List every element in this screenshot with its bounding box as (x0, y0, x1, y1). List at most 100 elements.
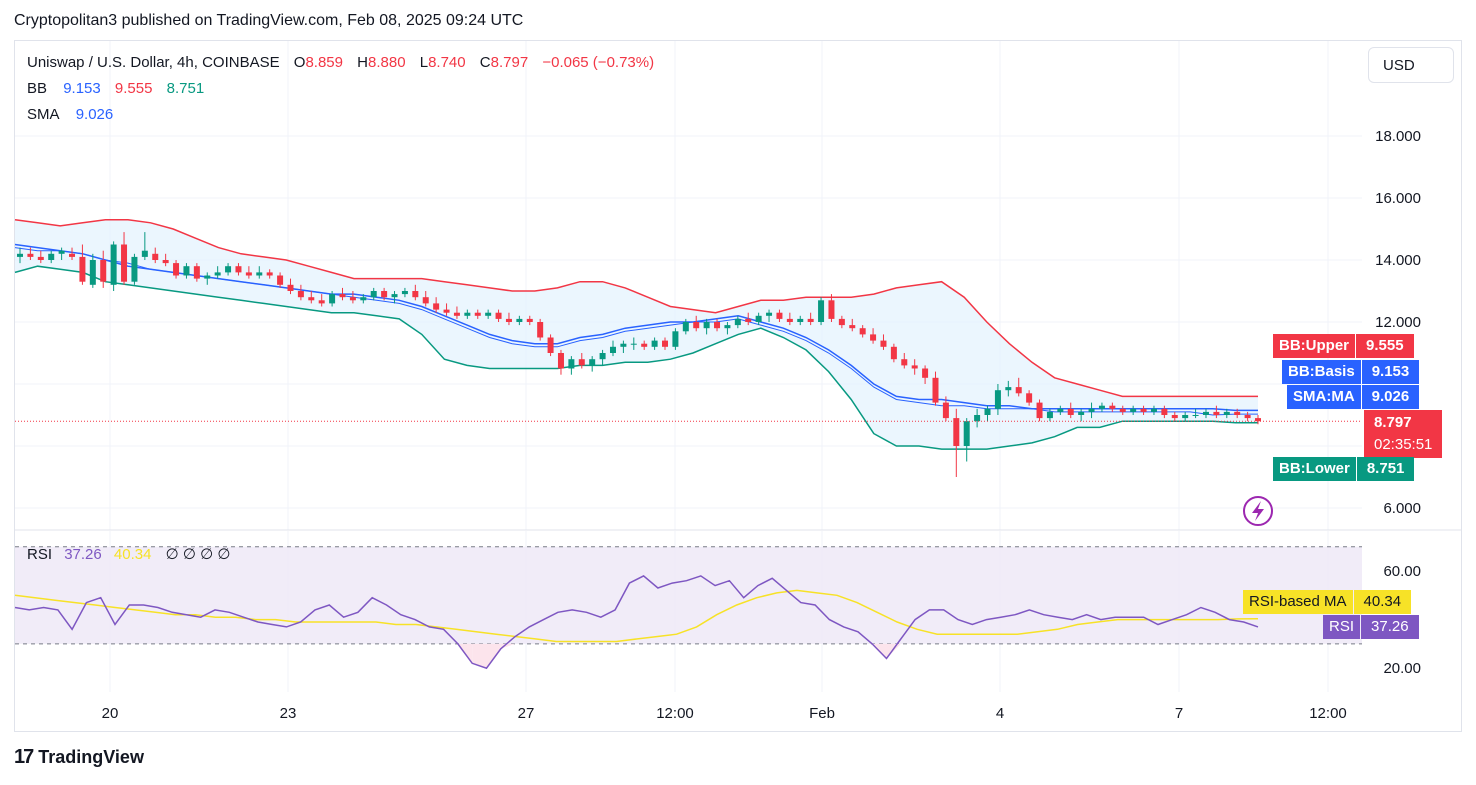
candle-body (505, 318, 512, 322)
tradingview-footer[interactable]: 17 TradingView (14, 746, 144, 769)
candle-body (578, 359, 585, 366)
candle-body (714, 322, 721, 329)
sma-legend[interactable]: SMA 9.026 (27, 106, 117, 123)
candle (266, 269, 273, 279)
sma-value: 9.026 (75, 106, 114, 123)
price-tick-label: 18.000 (1375, 128, 1421, 145)
bb-basis-tag: BB:Basis 9.153 (1282, 360, 1420, 384)
rsi-tag-value: 37.26 (1361, 615, 1419, 639)
candle-body (1088, 408, 1095, 412)
candle (173, 260, 180, 279)
candle (277, 272, 284, 288)
candle-body (277, 275, 284, 285)
time-tick-label: Feb (809, 705, 835, 722)
candle (714, 318, 721, 332)
candle-body (48, 253, 55, 260)
candle-body (776, 312, 783, 319)
candle (1223, 408, 1230, 419)
bb-legend[interactable]: BB 9.153 9.555 8.751 (27, 80, 208, 97)
candle (1182, 411, 1189, 422)
candle (297, 284, 304, 301)
candle (141, 232, 148, 260)
candle-body (1192, 415, 1199, 416)
candle (911, 359, 918, 375)
time-tick-label: 12:00 (1309, 705, 1347, 722)
rsi-band-fill (15, 546, 1362, 644)
candle-body (1109, 405, 1116, 409)
candle-body (110, 244, 117, 285)
price-tick-label: 14.000 (1375, 252, 1421, 269)
rsi-ma-tag: RSI-based MA 40.34 (1243, 590, 1412, 614)
candle (578, 353, 585, 369)
rsi-axis: 60.00 20.00 (1383, 563, 1421, 677)
candle-body (69, 253, 76, 257)
symbol-title[interactable]: Uniswap / U.S. Dollar, 4h, COINBASE (27, 54, 280, 71)
candle-body (994, 390, 1001, 409)
candle-body (1182, 415, 1189, 419)
candle-body (901, 359, 908, 366)
candle (204, 272, 211, 285)
time-tick-label: 7 (1175, 705, 1183, 722)
candle-body (100, 260, 107, 282)
price-tick-label: 12.000 (1375, 314, 1421, 331)
candle (17, 247, 23, 264)
currency-button[interactable]: USD (1368, 47, 1454, 83)
candle-body (599, 353, 606, 360)
candle (308, 291, 315, 304)
bb-upper-line (14, 218, 1258, 398)
candle (557, 349, 564, 375)
ohlc-legend: Uniswap / U.S. Dollar, 4h, COINBASE O8.8… (27, 54, 658, 71)
candle (703, 318, 710, 335)
rsi-ma-tag-label: RSI-based MA (1243, 590, 1353, 614)
low-value: 8.740 (428, 54, 466, 71)
bb-basis-value: 9.153 (63, 80, 101, 97)
candle-body (89, 260, 96, 285)
candle-body (1078, 411, 1085, 415)
candle-body (245, 272, 252, 276)
rsi-ma-value: 40.34 (113, 546, 152, 563)
candle (287, 278, 294, 295)
candle (245, 266, 252, 279)
candle (152, 247, 159, 264)
candle-body (79, 256, 86, 282)
candle-body (849, 325, 856, 329)
candle (734, 315, 741, 329)
bb-band-fill (15, 219, 1258, 450)
candle (225, 263, 232, 276)
time-tick-label: 4 (996, 705, 1004, 722)
candle (672, 328, 679, 350)
candle (890, 343, 897, 363)
rsi-legend[interactable]: RSI 37.26 40.34 ∅ ∅ ∅ ∅ (27, 545, 234, 563)
candle (89, 253, 96, 288)
flash-icon[interactable] (1243, 496, 1273, 526)
candle-body (693, 322, 700, 329)
candle (183, 263, 190, 279)
candle (1088, 402, 1095, 419)
candle-body (1223, 411, 1230, 415)
candle-body (474, 312, 481, 316)
price-tick-label: 6.000 (1383, 500, 1421, 517)
candle (193, 263, 200, 282)
candle-body (204, 275, 211, 279)
candle (256, 266, 263, 279)
candle (131, 253, 138, 285)
candle-body (27, 253, 34, 257)
candle (1067, 402, 1074, 419)
candle-body (1161, 408, 1168, 415)
candle-body (1098, 405, 1105, 409)
candle (1098, 402, 1105, 412)
rsi-ma-tag-value: 40.34 (1353, 590, 1412, 614)
low-label: L (419, 54, 429, 71)
candle (662, 337, 669, 350)
bb-upper-tag-label: BB:Upper (1273, 334, 1355, 358)
price-axis: 18.000 16.000 14.000 12.000 6.000 (1375, 128, 1421, 517)
candle-body (911, 365, 918, 369)
candle-body (838, 318, 845, 326)
bb-lower-line (14, 265, 1258, 450)
bb-upper-tag: BB:Upper 9.555 (1273, 334, 1414, 358)
published-header: Cryptopolitan3 published on TradingView.… (14, 12, 524, 29)
change-value: −0.065 (−0.73%) (542, 54, 655, 71)
bb-lower-value: 8.751 (166, 80, 205, 97)
candle-body (516, 318, 523, 322)
